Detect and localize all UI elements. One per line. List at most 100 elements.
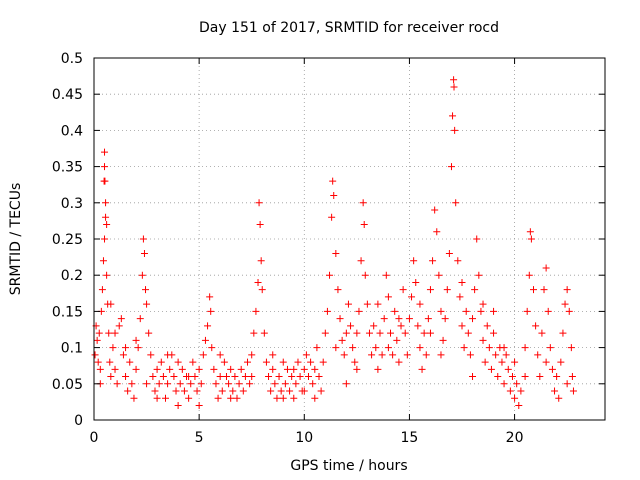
- data-point: [122, 344, 130, 352]
- data-point: [101, 235, 109, 243]
- data-point: [132, 336, 140, 344]
- data-point: [124, 387, 132, 395]
- data-point: [105, 329, 113, 337]
- data-point: [155, 380, 163, 388]
- data-point: [508, 373, 516, 381]
- data-point: [267, 387, 275, 395]
- x-axis-label: GPS time / hours: [290, 458, 407, 474]
- data-point: [172, 387, 180, 395]
- data-point: [323, 307, 331, 315]
- chart-title: Day 151 of 2017, SRMTID for receiver roc…: [199, 20, 499, 36]
- data-point: [126, 358, 134, 366]
- data-point: [479, 336, 487, 344]
- data-point: [290, 394, 298, 402]
- data-point: [368, 351, 376, 359]
- data-point: [483, 322, 491, 330]
- data-point: [391, 307, 399, 315]
- data-point: [220, 358, 228, 366]
- data-point: [185, 394, 193, 402]
- data-point: [229, 387, 237, 395]
- data-point: [342, 380, 350, 388]
- data-point: [265, 373, 273, 381]
- data-point: [517, 387, 525, 395]
- data-point: [334, 286, 342, 294]
- data-point: [145, 329, 153, 337]
- data-point: [336, 315, 344, 323]
- data-point: [254, 278, 262, 286]
- data-point: [569, 387, 577, 395]
- data-point: [281, 380, 289, 388]
- data-point: [187, 380, 195, 388]
- data-point: [349, 344, 357, 352]
- data-point: [332, 344, 340, 352]
- data-point: [462, 307, 470, 315]
- data-point: [313, 344, 321, 352]
- data-point: [460, 344, 468, 352]
- gridlines: [94, 58, 605, 420]
- axis-ticks: [93, 57, 605, 421]
- data-point: [178, 365, 186, 373]
- data-point: [380, 315, 388, 323]
- data-point: [143, 380, 151, 388]
- data-point: [153, 365, 161, 373]
- data-point: [109, 344, 117, 352]
- data-point: [300, 365, 308, 373]
- data-points: [91, 76, 577, 410]
- data-point: [307, 358, 315, 366]
- data-point: [361, 271, 369, 279]
- data-point: [441, 315, 449, 323]
- data-point: [311, 365, 319, 373]
- data-point: [139, 235, 147, 243]
- data-point: [378, 351, 386, 359]
- data-point: [481, 358, 489, 366]
- data-point: [166, 365, 174, 373]
- data-point: [227, 365, 235, 373]
- data-point: [321, 329, 329, 337]
- data-point: [347, 322, 355, 330]
- data-point: [252, 307, 260, 315]
- data-point: [376, 329, 384, 337]
- data-point: [426, 329, 434, 337]
- data-point: [111, 365, 119, 373]
- data-point: [338, 336, 346, 344]
- data-point: [290, 365, 298, 373]
- data-point: [363, 300, 371, 308]
- data-point: [365, 329, 373, 337]
- data-point: [96, 365, 104, 373]
- data-point: [132, 365, 140, 373]
- data-point: [239, 387, 247, 395]
- data-point: [174, 358, 182, 366]
- data-point: [315, 373, 323, 381]
- data-point: [498, 358, 506, 366]
- data-point: [255, 199, 263, 207]
- data-point: [557, 358, 565, 366]
- data-point: [130, 394, 138, 402]
- data-point: [437, 351, 445, 359]
- data-point: [207, 307, 215, 315]
- data-point: [159, 373, 167, 381]
- data-point: [151, 387, 159, 395]
- data-point: [161, 394, 169, 402]
- data-point: [257, 257, 265, 265]
- x-tick-label: 10: [295, 430, 313, 446]
- data-point: [521, 373, 529, 381]
- data-point: [106, 358, 114, 366]
- data-point: [185, 373, 193, 381]
- data-point: [559, 329, 567, 337]
- data-point: [544, 307, 552, 315]
- data-point: [445, 249, 453, 257]
- x-tick-label: 5: [195, 430, 204, 446]
- data-point: [452, 199, 460, 207]
- data-point: [410, 257, 418, 265]
- data-point: [107, 300, 115, 308]
- data-point: [534, 351, 542, 359]
- y-tick-label: 0.35: [52, 160, 83, 176]
- data-point: [408, 293, 416, 301]
- data-point: [449, 112, 457, 120]
- data-point: [143, 300, 151, 308]
- x-tick-label: 0: [90, 430, 99, 446]
- data-point: [397, 322, 405, 330]
- data-point: [119, 351, 127, 359]
- data-point: [555, 394, 563, 402]
